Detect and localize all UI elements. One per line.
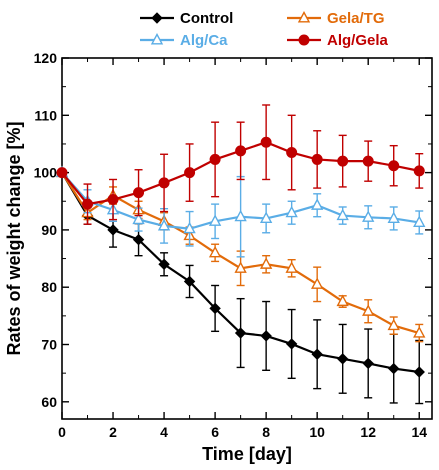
data-point [133, 187, 145, 199]
legend-item-gela-tg: Gela/TG [287, 10, 385, 27]
data-point [260, 330, 272, 342]
data-point [184, 167, 196, 179]
data-point [107, 224, 119, 236]
y-tick-label: 120 [34, 50, 58, 66]
data-point [285, 261, 298, 273]
data-point [362, 357, 374, 370]
data-point [337, 155, 349, 167]
data-point [158, 258, 170, 270]
data-point [158, 177, 170, 189]
x-tick-label: 12 [360, 424, 376, 440]
y-tick-label: 70 [41, 337, 57, 353]
data-point [413, 366, 425, 378]
legend-marker [297, 11, 311, 23]
series-alg-gela [56, 104, 425, 225]
data-point [82, 198, 94, 210]
data-point [183, 275, 196, 288]
data-point [209, 302, 221, 315]
x-tick-label: 10 [309, 424, 325, 440]
y-axis-title: Rates of weight change [%] [4, 121, 24, 355]
data-point [336, 208, 349, 221]
legend-label: Control [180, 10, 233, 27]
data-point [362, 304, 375, 316]
legend-marker [151, 12, 163, 24]
data-point [311, 277, 324, 289]
data-point [286, 147, 298, 159]
legend-marker [150, 33, 164, 45]
y-tick-label: 110 [34, 107, 57, 123]
data-point [208, 214, 222, 226]
data-point [387, 211, 400, 223]
x-axis-title: Time [day] [202, 444, 292, 464]
data-point [234, 261, 247, 273]
series-layer [55, 104, 426, 405]
x-tick-label: 0 [58, 424, 66, 440]
x-tick-label: 6 [211, 424, 219, 440]
data-point [413, 326, 426, 338]
data-point [336, 353, 349, 365]
data-point [132, 212, 145, 225]
data-point [208, 245, 222, 258]
x-tick-label: 8 [262, 424, 270, 440]
data-point [336, 294, 349, 307]
x-tick-label: 2 [109, 424, 117, 440]
data-point [235, 145, 247, 157]
data-point [56, 167, 68, 179]
axis-ticks: 0 2 4 6 8 10 12 14 60 70 80 90 100 110 120 [34, 50, 432, 440]
legend-label: Alg/Ca [180, 32, 228, 49]
data-point [413, 215, 426, 228]
data-point [157, 218, 171, 231]
data-point [387, 318, 400, 331]
legend-label: Gela/TG [327, 10, 385, 27]
plot-border [61, 57, 433, 420]
x-tick-label: 4 [160, 424, 168, 440]
y-tick-label: 100 [34, 165, 58, 181]
data-point [388, 160, 400, 172]
data-point [132, 233, 145, 246]
y-tick-label: 80 [41, 279, 57, 295]
legend-label: Alg/Gela [327, 32, 389, 49]
data-point [362, 210, 375, 222]
y-tick-label: 60 [41, 394, 57, 410]
y-tick-label: 90 [41, 222, 57, 238]
plot-frame [61, 57, 433, 420]
legend-marker [298, 34, 310, 46]
x-tick-label: 14 [411, 424, 427, 440]
data-point [107, 194, 119, 206]
data-point [209, 153, 221, 165]
data-point [413, 165, 425, 177]
legend: Control Gela/TG Alg/Ca Alg/Gela [140, 10, 389, 49]
data-point [259, 257, 273, 269]
series-control [56, 166, 425, 405]
legend-item-alg-gela: Alg/Gela [287, 32, 389, 49]
legend-item-control: Control [140, 10, 233, 27]
data-point [234, 209, 247, 222]
data-point [234, 327, 247, 339]
data-point [311, 153, 323, 165]
data-point [183, 221, 196, 234]
data-point [259, 211, 273, 223]
data-point [311, 348, 323, 360]
legend-item-alg-ca: Alg/Ca [140, 32, 228, 49]
data-point [285, 205, 298, 218]
data-point [260, 136, 272, 148]
data-point [388, 362, 400, 375]
data-point [311, 198, 324, 210]
data-point [285, 338, 298, 350]
data-point [362, 155, 374, 167]
